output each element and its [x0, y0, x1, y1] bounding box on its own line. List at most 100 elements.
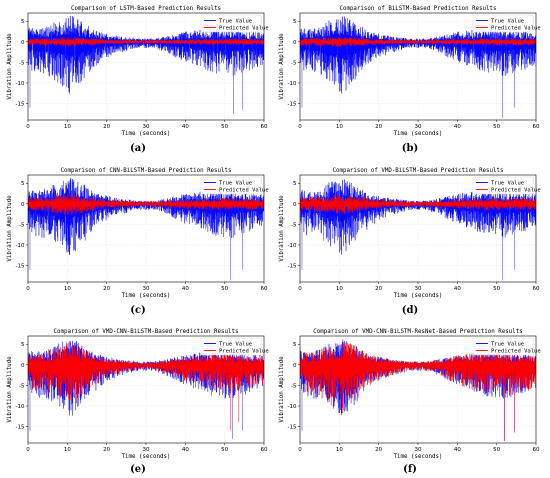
x-tick-label: 10: [64, 286, 71, 292]
legend-entry: True Value: [219, 181, 252, 187]
series-predicted-value-line: [28, 344, 264, 431]
x-tick-label: 20: [103, 124, 110, 130]
series-predicted-value-line: [300, 341, 536, 441]
x-tick-label: 60: [261, 124, 268, 130]
y-tick-label: 5: [21, 181, 25, 187]
series-true-value-line: [28, 177, 264, 280]
y-tick-label: 0: [293, 40, 297, 46]
x-tick-label: 60: [533, 447, 540, 453]
x-tick-label: 0: [298, 124, 302, 130]
x-tick-label: 0: [26, 447, 30, 453]
legend-entry: True Value: [491, 342, 524, 348]
series-predicted-value-line: [28, 194, 264, 215]
panel-label-b: (b): [401, 143, 419, 154]
x-tick-label: 0: [26, 124, 30, 130]
y-tick-label: 5: [293, 19, 297, 25]
chart-title: Comparison of LSTM-Based Prediction Resu…: [71, 6, 221, 12]
y-tick-label: -5: [291, 60, 297, 66]
panel-label-a: (a): [130, 143, 146, 154]
y-tick-label: 0: [21, 40, 25, 46]
y-tick-label: 5: [21, 342, 25, 348]
y-tick-label: 5: [293, 342, 297, 348]
legend-entry: Predicted Value: [219, 349, 269, 355]
legend-entry: Predicted Value: [491, 26, 541, 32]
x-tick-label: 60: [533, 286, 540, 292]
x-tick-label: 20: [375, 447, 382, 453]
y-tick-label: 5: [21, 19, 25, 25]
x-tick-label: 50: [221, 124, 228, 130]
x-tick-label: 20: [103, 447, 110, 453]
x-tick-label: 30: [415, 124, 422, 130]
y-tick-label: -10: [16, 404, 25, 410]
chart-title: Comparison of VMD-CNN-BiLSTM-ResNet-Base…: [313, 329, 522, 335]
y-axis-label: Vibration Amplitude: [7, 33, 13, 100]
series-true-value-line: [300, 16, 536, 118]
y-tick-label: -15: [288, 264, 297, 270]
y-tick-label: 0: [293, 363, 297, 369]
legend-entry: True Value: [491, 181, 524, 187]
x-tick-label: 10: [64, 447, 71, 453]
x-axis-label: Time (seconds): [122, 131, 171, 137]
legend-entry: True Value: [491, 19, 524, 25]
y-axis-label: Vibration Amplitude: [7, 195, 13, 262]
chart-title: Comparison of BiLSTM-Based Prediction Re…: [339, 6, 496, 12]
y-tick-label: -10: [16, 243, 25, 249]
x-axis-label: Time (seconds): [394, 131, 443, 137]
chart-title: Comparison of CNN-BiLSTM-Based Predictio…: [60, 168, 231, 174]
y-axis-label: Vibration Amplitude: [279, 195, 285, 262]
y-tick-label: -10: [16, 81, 25, 87]
x-tick-label: 30: [143, 286, 150, 292]
x-tick-label: 50: [493, 124, 500, 130]
y-tick-label: -15: [288, 425, 297, 431]
x-tick-label: 30: [143, 447, 150, 453]
y-tick-label: -5: [19, 222, 25, 228]
x-tick-label: 40: [454, 447, 461, 453]
legend-entry: Predicted Value: [491, 349, 541, 355]
y-axis-label: Vibration Amplitude: [279, 33, 285, 100]
y-tick-label: -5: [291, 383, 297, 389]
y-tick-label: -10: [288, 404, 297, 410]
y-tick-label: -5: [19, 383, 25, 389]
x-tick-label: 40: [182, 124, 189, 130]
legend-entry: Predicted Value: [219, 26, 269, 32]
panel-label-e: (e): [130, 464, 146, 475]
chart-title: Comparison of VMD-BiLSTM-Based Predictio…: [332, 168, 503, 174]
x-axis-label: Time (seconds): [122, 293, 171, 299]
series-true-value-line: [300, 179, 536, 280]
x-tick-label: 50: [493, 286, 500, 292]
y-tick-label: 5: [293, 181, 297, 187]
x-axis-label: Time (seconds): [394, 454, 443, 460]
x-tick-label: 20: [375, 286, 382, 292]
x-tick-label: 30: [143, 124, 150, 130]
x-tick-label: 60: [261, 286, 268, 292]
x-tick-label: 0: [298, 286, 302, 292]
x-tick-label: 30: [415, 447, 422, 453]
y-tick-label: -15: [288, 102, 297, 108]
x-tick-label: 10: [336, 447, 343, 453]
y-axis-label: Vibration Amplitude: [7, 356, 13, 423]
panel-label-f: (f): [403, 464, 417, 475]
y-axis-label: Vibration Amplitude: [279, 356, 285, 423]
y-tick-label: 0: [21, 202, 25, 208]
y-tick-label: 0: [293, 202, 297, 208]
x-tick-label: 50: [493, 447, 500, 453]
x-tick-label: 60: [261, 447, 268, 453]
x-tick-label: 30: [415, 286, 422, 292]
y-tick-label: -5: [19, 60, 25, 66]
y-tick-label: -10: [288, 243, 297, 249]
x-tick-label: 10: [336, 286, 343, 292]
x-tick-label: 40: [454, 124, 461, 130]
x-tick-label: 0: [298, 447, 302, 453]
series-predicted-value-line: [300, 37, 536, 47]
legend-entry: Predicted Value: [491, 188, 541, 194]
y-tick-label: -15: [16, 102, 25, 108]
x-axis-label: Time (seconds): [394, 293, 443, 299]
